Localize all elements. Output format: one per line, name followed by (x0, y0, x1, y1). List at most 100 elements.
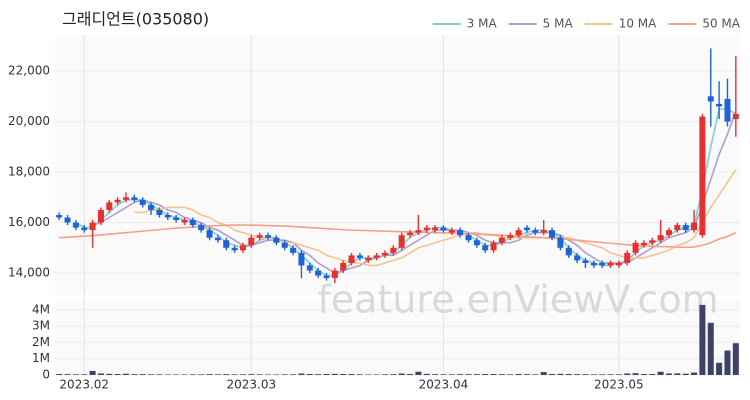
volume-bar (64, 374, 71, 375)
volume-bar (707, 322, 714, 375)
candle-body (448, 230, 455, 233)
volume-bar (649, 374, 656, 375)
candle-body (248, 237, 255, 246)
chart-title: 그래디언트(035080) (62, 10, 209, 29)
volume-bar (398, 373, 405, 375)
candle-body (465, 235, 472, 241)
candle-body (415, 230, 422, 233)
candle-body (498, 237, 505, 243)
volume-bar (657, 371, 664, 375)
volume-bar (415, 371, 422, 375)
volume-bar (565, 374, 572, 375)
volume-bar (122, 373, 130, 375)
candle-body (273, 237, 280, 243)
volume-bar (498, 374, 505, 375)
candle-body (440, 227, 447, 231)
volume-bar (198, 374, 205, 375)
y-tick-label: 0 (42, 368, 50, 382)
volume-bar (507, 374, 514, 375)
candle-body (114, 199, 121, 203)
candle-body (549, 230, 556, 238)
price-panel (55, 35, 740, 295)
y-tick-label: 3M (32, 319, 50, 333)
legend-label: 10 MA (619, 17, 657, 31)
volume-bar (139, 374, 146, 375)
candle-body (665, 230, 673, 236)
candle-body (231, 247, 238, 251)
candle-body (331, 270, 338, 279)
candle-body (198, 225, 205, 231)
volume-bar (624, 373, 631, 375)
y-tick-label: 22,000 (8, 64, 50, 78)
candle-body (590, 262, 597, 266)
candle-body (632, 242, 639, 253)
volume-bar (72, 374, 79, 375)
ma-line (134, 169, 737, 267)
candle-body (507, 235, 514, 238)
volume-bar (724, 350, 731, 375)
candle-body (574, 255, 581, 261)
y-tick-label: 18,000 (8, 165, 50, 179)
y-tick-label: 16,000 (8, 215, 50, 229)
volume-bar (214, 374, 221, 375)
candle-body (306, 265, 313, 271)
x-tick-label: 2023.05 (594, 378, 644, 392)
volume-bar (315, 374, 322, 375)
candle-body (657, 235, 664, 241)
candle-body (649, 240, 656, 243)
volume-bar (640, 374, 647, 375)
candle-body (56, 214, 63, 218)
volume-bar (473, 374, 480, 375)
volume-bar (81, 374, 88, 375)
candle-body (97, 209, 104, 223)
candle-body (691, 222, 698, 231)
candle-body (381, 252, 388, 256)
volume-bar (716, 362, 723, 375)
volume-bar (665, 373, 673, 375)
volume-bar (515, 374, 522, 375)
volume-bar (448, 374, 455, 375)
volume-bar (390, 374, 397, 375)
candle-body (164, 214, 171, 218)
volume-bar (223, 374, 230, 375)
volume-bar (682, 373, 689, 375)
candle-body (407, 232, 414, 236)
candle-body (624, 252, 631, 263)
volume-bar (482, 374, 489, 375)
volume-bar (532, 374, 539, 375)
volume-bar (557, 373, 564, 375)
volume-bar (356, 374, 363, 375)
volume-bar (97, 373, 104, 375)
candle-body (81, 227, 88, 231)
volume-bar (523, 374, 530, 375)
volume-bar (407, 374, 414, 375)
x-tick-label: 2023.04 (419, 378, 469, 392)
candle-body (239, 245, 246, 251)
grid: 14,000 16,000 18,000 20,000 22,000 0 1M 2M 3M 4M 2… (8, 35, 740, 392)
candle-body (348, 255, 355, 263)
volume-bar (206, 374, 213, 375)
candle-body (173, 217, 180, 221)
candle-body (365, 257, 372, 261)
candle-body (482, 245, 489, 251)
candle-body (707, 96, 714, 102)
candle-body (139, 199, 146, 205)
candle-body (214, 237, 221, 241)
candle-body (674, 225, 681, 231)
volume-bar (306, 374, 313, 375)
volume-bar (432, 374, 439, 375)
candle-body (89, 222, 96, 231)
ma-line (59, 224, 737, 249)
legend-label: 3 MA (467, 17, 498, 31)
volume-bar (465, 374, 472, 375)
candle-body (131, 197, 138, 200)
volume-bar (549, 374, 556, 375)
volume-panel (55, 300, 740, 375)
volume-bar (56, 374, 63, 375)
volume-bar (248, 374, 255, 375)
volume-bar (574, 374, 581, 375)
candle-body (490, 242, 497, 251)
candle-body (206, 230, 213, 238)
candle-body (515, 230, 522, 236)
